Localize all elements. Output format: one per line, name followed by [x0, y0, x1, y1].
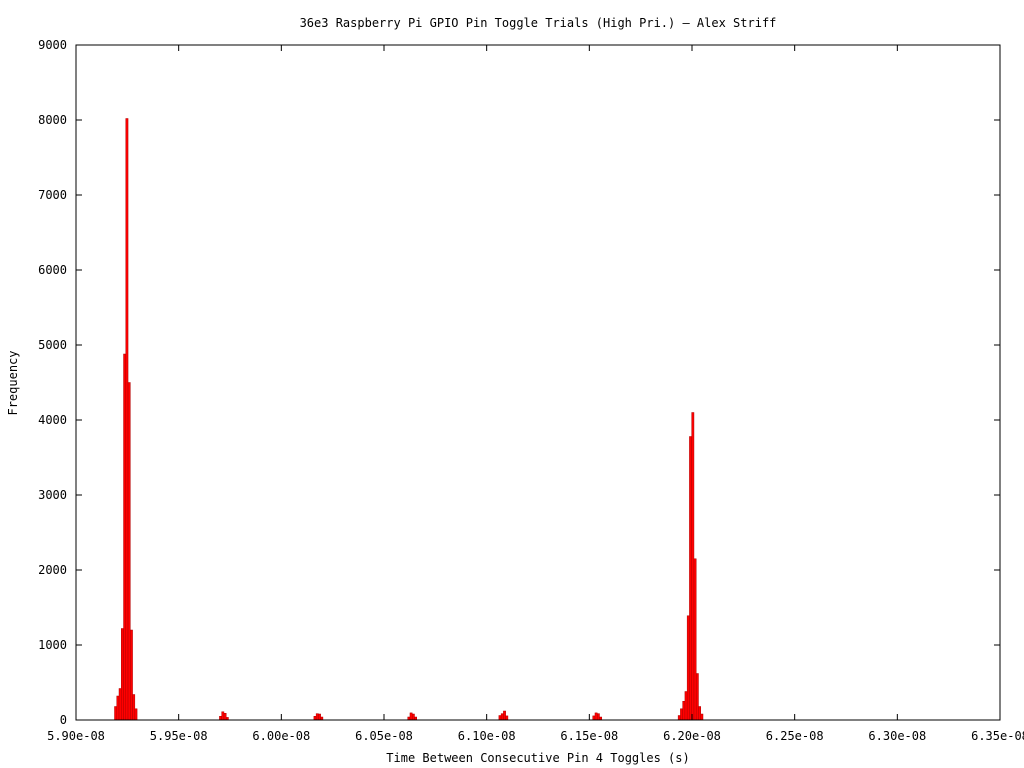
- y-tick-label: 4000: [38, 413, 67, 427]
- histogram-bar: [695, 673, 699, 721]
- histogram-bar: [123, 353, 127, 721]
- histogram-bar: [680, 708, 683, 721]
- histogram-bar: [125, 118, 129, 721]
- chart-title: 36e3 Raspberry Pi GPIO Pin Toggle Trials…: [300, 16, 777, 30]
- x-tick-label: 5.95e-08: [150, 729, 208, 743]
- x-axis-label: Time Between Consecutive Pin 4 Toggles (…: [386, 751, 689, 765]
- plot-frame: [75, 44, 1001, 721]
- x-tick-label: 6.10e-08: [458, 729, 516, 743]
- histogram-bar: [698, 706, 701, 721]
- histogram-bar: [223, 713, 227, 721]
- histogram-bar: [318, 713, 321, 721]
- y-tick-label: 7000: [38, 188, 67, 202]
- x-tick-label: 6.30e-08: [868, 729, 926, 743]
- x-tick-label: 6.20e-08: [663, 729, 721, 743]
- histogram-bar: [686, 615, 690, 721]
- y-tick-label: 6000: [38, 263, 67, 277]
- y-tick-label: 5000: [38, 338, 67, 352]
- histogram-bar: [592, 715, 596, 721]
- y-tick-label: 1000: [38, 638, 67, 652]
- histogram-bar: [505, 715, 509, 721]
- histogram-bar: [689, 436, 692, 721]
- histogram-bar: [677, 715, 681, 721]
- histogram-bar: [313, 716, 317, 721]
- histogram-bar: [219, 716, 222, 721]
- x-tick-label: 5.90e-08: [47, 729, 105, 743]
- histogram-bar: [411, 713, 415, 721]
- histogram-bar: [500, 713, 504, 721]
- y-tick-label: 2000: [38, 563, 67, 577]
- histogram-bar: [684, 691, 688, 721]
- x-tick-label: 6.15e-08: [560, 729, 618, 743]
- histogram-bar: [594, 712, 598, 721]
- histogram-bar: [315, 713, 319, 721]
- histogram-bar: [503, 710, 506, 721]
- histogram-bar: [700, 713, 704, 721]
- histogram-bar: [127, 382, 131, 721]
- y-tick-label: 8000: [38, 113, 67, 127]
- y-tick-label: 9000: [38, 38, 67, 52]
- histogram-bar: [682, 701, 686, 721]
- x-tick-label: 6.00e-08: [252, 729, 310, 743]
- y-axis-label: Frequency: [6, 350, 20, 415]
- axes-group: 5.90e-08 5.95e-08 6.00e-08 6.05e-08 6.10e-08…: [38, 38, 1024, 743]
- histogram-bar: [114, 706, 118, 721]
- histogram-bar: [498, 715, 502, 721]
- histogram-bar: [118, 688, 122, 721]
- histogram-bar: [221, 711, 225, 721]
- y-tick-label: 0: [60, 713, 67, 727]
- histogram-bar: [132, 694, 136, 721]
- histogram-bar: [116, 695, 120, 721]
- histogram-bar: [121, 628, 124, 721]
- y-tick-label: 3000: [38, 488, 67, 502]
- histogram-bar: [693, 558, 697, 721]
- x-tick-label: 6.05e-08: [355, 729, 413, 743]
- histogram-bar: [134, 708, 138, 721]
- histogram-bar: [130, 629, 133, 721]
- bars-group: [114, 118, 704, 721]
- x-tick-label: 6.25e-08: [766, 729, 824, 743]
- histogram-bar: [596, 713, 600, 721]
- histogram-bar: [409, 712, 413, 721]
- histogram-bar: [691, 412, 695, 721]
- x-tick-label: 6.35e-08: [971, 729, 1024, 743]
